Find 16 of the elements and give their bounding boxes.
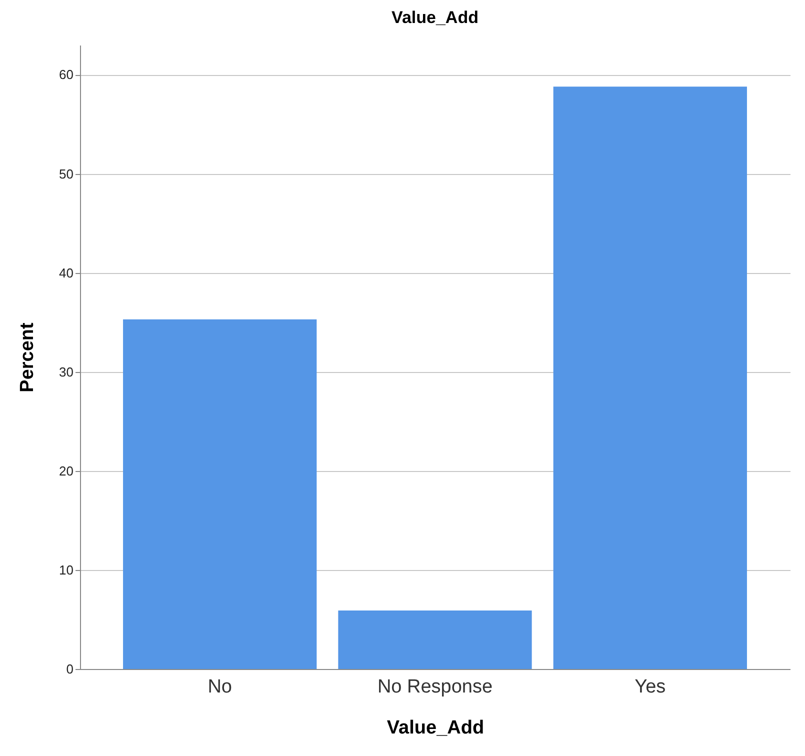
x-tick-label: Yes [634, 676, 666, 698]
y-tick-label: 30 [59, 364, 74, 380]
y-tick-label: 0 [66, 662, 74, 676]
y-axis-title: Percent [17, 322, 38, 392]
chart-title: Value_Add [392, 8, 478, 27]
x-tick-label: No Response [377, 676, 493, 698]
x-axis-title: Value_Add [386, 718, 484, 738]
bar [123, 319, 317, 669]
bar [338, 610, 532, 669]
x-tick-label: No [208, 676, 232, 698]
y-tick-label: 10 [59, 562, 74, 578]
y-tick-label: 50 [59, 166, 74, 182]
y-tick-label: 20 [59, 463, 74, 478]
y-tick-label: 40 [59, 265, 74, 280]
y-tick-label: 60 [59, 67, 74, 82]
bar [553, 86, 747, 669]
